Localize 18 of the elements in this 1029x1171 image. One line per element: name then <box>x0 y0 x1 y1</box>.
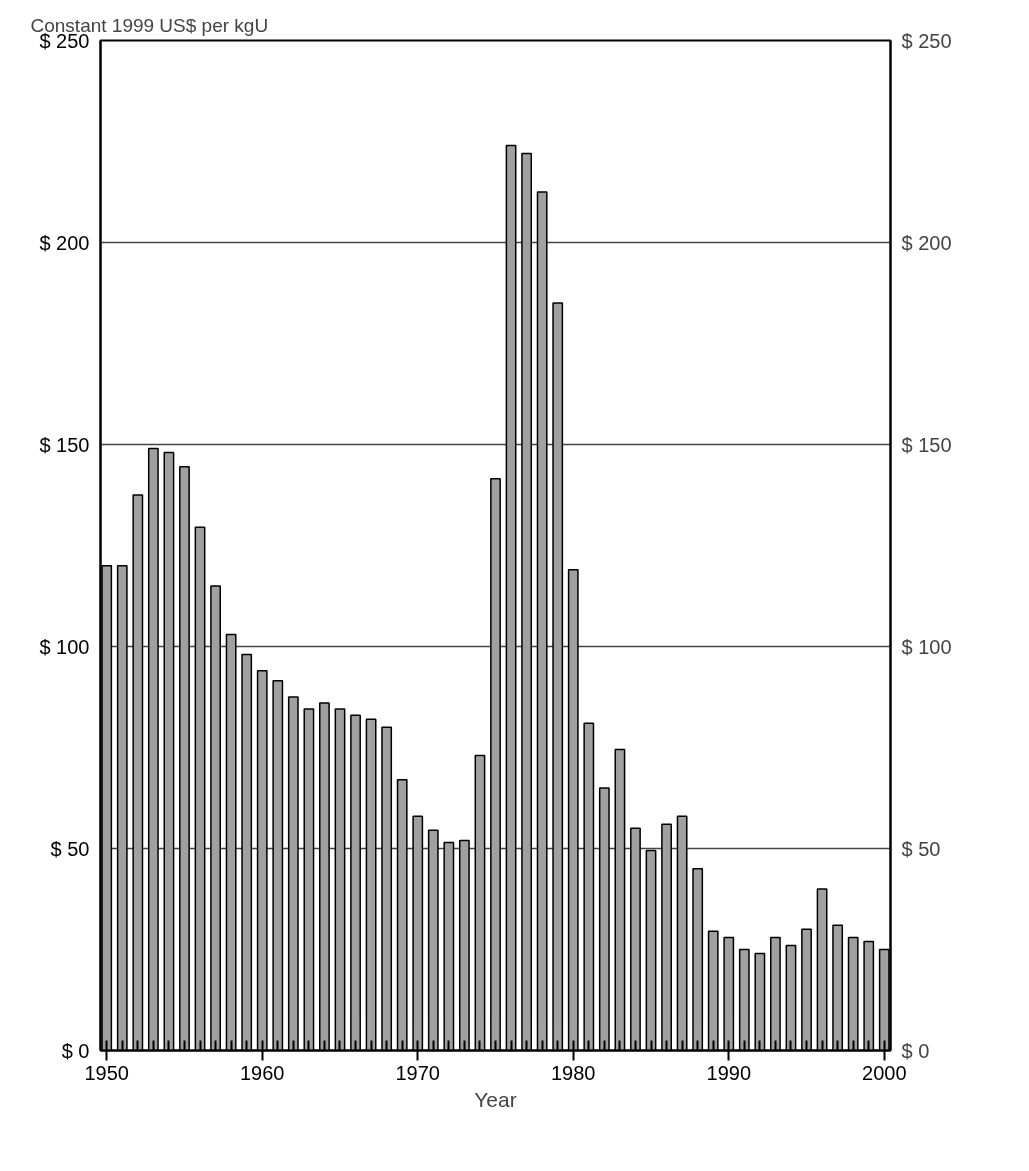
y2-tick-label: $ 150 <box>901 433 952 456</box>
x-tick-label: 1990 <box>706 1061 752 1084</box>
y-tick-label: $ 100 <box>39 635 90 658</box>
x-tick-label: 2000 <box>862 1061 907 1084</box>
x-tick-label: 1960 <box>239 1061 285 1084</box>
y2-tick-label: $ 0 <box>901 1039 930 1062</box>
x-axis-title: Year <box>474 1087 517 1111</box>
y2-tick-label: $ 100 <box>901 635 952 658</box>
y2-tick-label: $ 250 <box>901 29 952 52</box>
x-tick-label: 1980 <box>551 1061 596 1084</box>
y2-tick-label: $ 200 <box>901 231 952 254</box>
x-tick-label: 1950 <box>84 1061 129 1084</box>
y2-tick-label: $ 50 <box>901 837 941 860</box>
y-tick-label: $ 50 <box>50 837 90 860</box>
x-tick-label: 1970 <box>395 1061 440 1084</box>
y-tick-label: $ 0 <box>61 1039 90 1062</box>
y-tick-label: $ 150 <box>39 433 90 456</box>
y-tick-label: $ 200 <box>39 231 90 254</box>
